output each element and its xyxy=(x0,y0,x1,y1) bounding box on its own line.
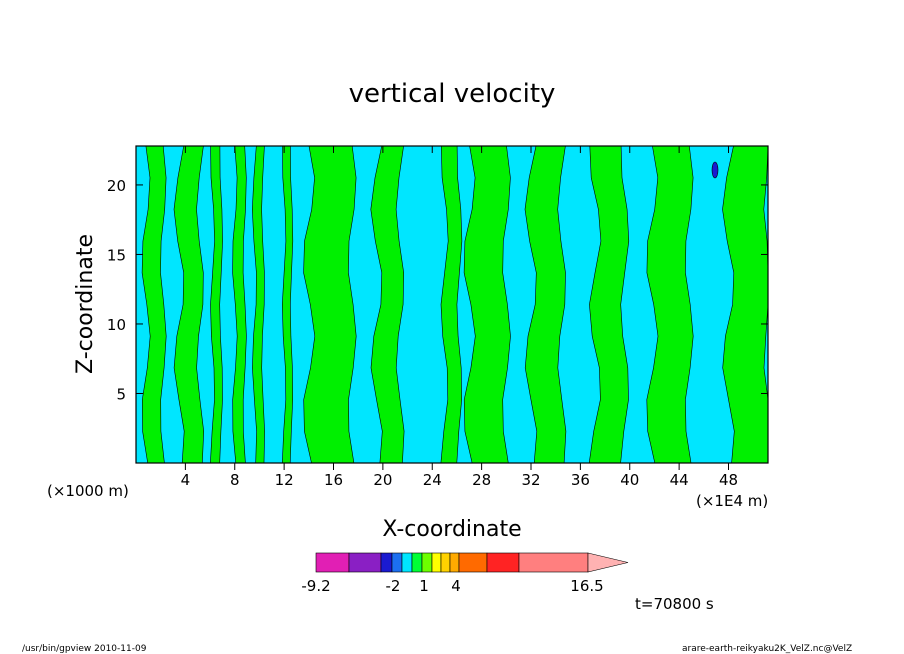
colorbar-tick-label: 1 xyxy=(419,577,429,595)
x-tick-label: 40 xyxy=(620,471,639,489)
colorbar-tick-label: -2 xyxy=(386,577,401,595)
x-tick-label: 32 xyxy=(521,471,540,489)
y-axis-ticks: 5 10 15 20 xyxy=(107,177,768,403)
strong-downdraft-spot xyxy=(711,161,719,179)
x-axis-ticks: 4 8 12 16 20 24 28 32 36 40 44 48 xyxy=(181,146,738,489)
y-tick-label: 10 xyxy=(107,316,126,334)
x-tick-label: 12 xyxy=(275,471,294,489)
x-tick-label: 16 xyxy=(324,471,343,489)
x-tick-label: 28 xyxy=(472,471,491,489)
x-tick-label: 4 xyxy=(181,471,191,489)
colorbar-segment xyxy=(458,552,488,573)
colorbar-segment xyxy=(440,552,451,573)
y-axis-label: Z-coordinate xyxy=(73,234,98,374)
colorbar-segment xyxy=(421,552,433,573)
colorbar-arrow xyxy=(587,552,629,573)
time-label: t=70800 s xyxy=(635,595,714,613)
x-axis-label: X-coordinate xyxy=(382,517,521,542)
colorbar-tick-label: 4 xyxy=(451,577,461,595)
y-tick-label: 20 xyxy=(107,177,126,195)
x-units-left: (×1000 m) xyxy=(47,482,129,500)
x-tick-label: 24 xyxy=(423,471,442,489)
colorbar-segment xyxy=(431,552,442,573)
colorbar-segment xyxy=(401,552,413,573)
footer-right: arare-earth-reikyaku2K_VelZ.nc@VelZ xyxy=(682,644,852,654)
colorbar-segment xyxy=(315,552,350,573)
footer-left: /usr/bin/gpview 2010-11-09 xyxy=(22,644,147,654)
colorbar-labels: -9.2 -2 1 4 16.5 xyxy=(301,577,603,595)
colorbar-segment xyxy=(391,552,403,573)
colorbar-segment xyxy=(411,552,423,573)
y-tick-label: 15 xyxy=(107,246,126,264)
x-tick-label: 36 xyxy=(571,471,590,489)
chart-title: vertical velocity xyxy=(349,79,556,109)
colorbar xyxy=(315,552,629,573)
updraft-regions xyxy=(141,145,769,464)
x-tick-label: 20 xyxy=(373,471,392,489)
x-units-right: (×1E4 m) xyxy=(696,492,768,510)
colorbar-segment xyxy=(518,552,589,573)
x-tick-label: 8 xyxy=(230,471,240,489)
plot-area xyxy=(135,145,769,464)
x-tick-label: 48 xyxy=(719,471,738,489)
y-tick-label: 5 xyxy=(116,385,126,403)
x-tick-label: 44 xyxy=(670,471,689,489)
colorbar-segment xyxy=(380,552,393,573)
plot-frame xyxy=(135,145,769,464)
colorbar-segment xyxy=(348,552,382,573)
colorbar-segment xyxy=(486,552,520,573)
colorbar-tick-label: -9.2 xyxy=(301,577,330,595)
colorbar-tick-label: 16.5 xyxy=(570,577,603,595)
colorbar-segment xyxy=(449,552,460,573)
